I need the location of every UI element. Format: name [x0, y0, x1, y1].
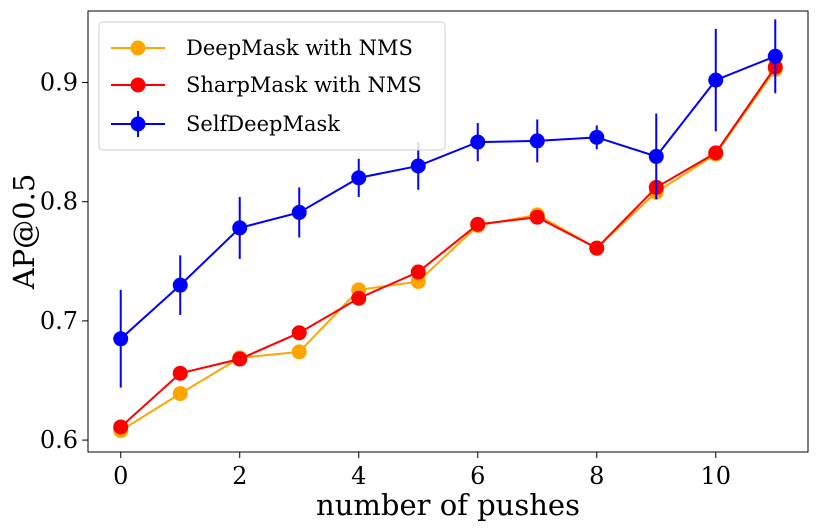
legend-box: [98, 21, 446, 151]
x-tick-label: 4: [351, 462, 366, 490]
y-tick-label: 0.8: [40, 188, 78, 216]
data-point: [232, 220, 248, 236]
data-point: [291, 204, 307, 220]
data-point: [589, 129, 605, 145]
data-point: [351, 290, 367, 306]
legend-label: SharpMask with NMS: [186, 73, 422, 97]
data-point: [291, 325, 307, 341]
data-point: [648, 148, 664, 164]
axes-frame: [87, 10, 809, 453]
x-tick-label: 6: [470, 462, 485, 490]
data-point: [410, 158, 426, 174]
data-point: [291, 344, 307, 360]
y-tick-label: 0.6: [40, 426, 78, 454]
y-axis-label: AP@0.5: [7, 174, 41, 291]
data-point: [470, 134, 486, 150]
data-point: [410, 264, 426, 280]
series-line: [120, 55, 776, 340]
axes: 0 2 4 6 8 10 0.6 0.7 0.8 0.9: [40, 10, 809, 490]
x-tick-label: 0: [113, 462, 128, 490]
legend-label: SelfDeepMask: [186, 112, 340, 136]
x-axis-label: number of pushes: [316, 488, 580, 522]
legend-marker: [130, 77, 146, 93]
series-3: [113, 19, 783, 388]
data-point: [529, 209, 545, 225]
data-point: [708, 72, 724, 88]
data-point: [172, 386, 188, 402]
data-point: [113, 331, 129, 347]
data-point: [470, 216, 486, 232]
plot-area: [113, 19, 783, 439]
data-point: [767, 48, 783, 64]
legend-item: SharpMask with NMS: [111, 73, 422, 97]
legend-marker: [130, 40, 146, 56]
legend: DeepMask with NMS SharpMask with NMS SelfD…: [98, 21, 446, 151]
x-tick-label: 2: [232, 462, 247, 490]
y-tick-label: 0.7: [40, 307, 78, 335]
data-point: [351, 170, 367, 186]
y-tick-label: 0.9: [40, 69, 78, 97]
data-point: [589, 240, 605, 256]
x-tick-label: 8: [589, 462, 604, 490]
data-point: [172, 365, 188, 381]
series-line: [120, 68, 777, 432]
x-tick-label: 10: [700, 462, 731, 490]
legend-marker: [130, 116, 146, 132]
series-line: [120, 66, 777, 428]
series-2: [113, 59, 783, 435]
data-point: [113, 419, 129, 435]
legend-item: DeepMask with NMS: [111, 36, 413, 60]
data-point: [172, 277, 188, 293]
data-point: [232, 351, 248, 367]
legend-label: DeepMask with NMS: [186, 36, 413, 60]
legend-item: SelfDeepMask: [111, 111, 340, 137]
data-point: [529, 133, 545, 149]
data-point: [708, 145, 724, 161]
